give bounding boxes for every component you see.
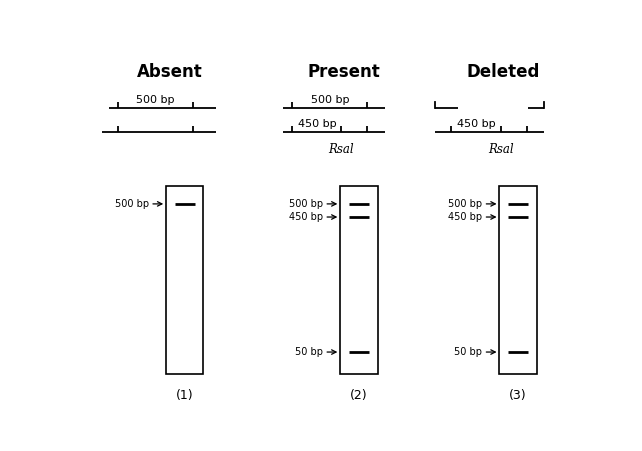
Text: 450 bp: 450 bp [456, 120, 496, 129]
Text: 500 bp: 500 bp [114, 199, 149, 209]
Text: 500 bp: 500 bp [311, 95, 349, 105]
Text: 450 bp: 450 bp [448, 212, 482, 222]
Text: Deleted: Deleted [467, 63, 540, 81]
Text: 500 bp: 500 bp [448, 199, 482, 209]
Text: 50 bp: 50 bp [454, 347, 482, 357]
Text: 450 bp: 450 bp [297, 120, 336, 129]
Text: Absent: Absent [137, 63, 203, 81]
Text: (3): (3) [509, 389, 527, 402]
Text: Rsal: Rsal [488, 143, 514, 156]
Text: (1): (1) [176, 389, 193, 402]
Text: 500 bp: 500 bp [136, 95, 175, 105]
Text: 50 bp: 50 bp [295, 347, 323, 357]
Text: 450 bp: 450 bp [289, 212, 323, 222]
Text: (2): (2) [350, 389, 368, 402]
Bar [499, 186, 537, 373]
Text: Rsal: Rsal [329, 143, 354, 156]
Bar [340, 186, 377, 373]
Bar [166, 186, 204, 373]
Text: 500 bp: 500 bp [289, 199, 323, 209]
Text: Present: Present [308, 63, 380, 81]
